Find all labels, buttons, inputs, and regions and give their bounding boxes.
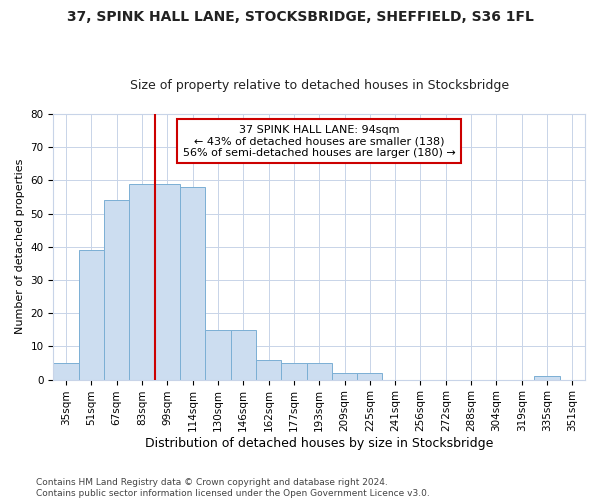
Bar	[180, 187, 205, 380]
Title: Size of property relative to detached houses in Stocksbridge: Size of property relative to detached ho…	[130, 79, 509, 92]
Bar	[104, 200, 130, 380]
Text: Contains HM Land Registry data © Crown copyright and database right 2024.
Contai: Contains HM Land Registry data © Crown c…	[36, 478, 430, 498]
Bar	[256, 360, 281, 380]
Text: 37 SPINK HALL LANE: 94sqm
← 43% of detached houses are smaller (138)
56% of semi: 37 SPINK HALL LANE: 94sqm ← 43% of detac…	[183, 124, 455, 158]
Bar	[357, 373, 382, 380]
Bar	[281, 363, 307, 380]
Text: 37, SPINK HALL LANE, STOCKSBRIDGE, SHEFFIELD, S36 1FL: 37, SPINK HALL LANE, STOCKSBRIDGE, SHEFF…	[67, 10, 533, 24]
X-axis label: Distribution of detached houses by size in Stocksbridge: Distribution of detached houses by size …	[145, 437, 493, 450]
Bar	[332, 373, 357, 380]
Y-axis label: Number of detached properties: Number of detached properties	[15, 159, 25, 334]
Bar	[535, 376, 560, 380]
Bar	[230, 330, 256, 380]
Bar	[79, 250, 104, 380]
Bar	[307, 363, 332, 380]
Bar	[53, 363, 79, 380]
Bar	[155, 184, 180, 380]
Bar	[130, 184, 155, 380]
Bar	[205, 330, 230, 380]
